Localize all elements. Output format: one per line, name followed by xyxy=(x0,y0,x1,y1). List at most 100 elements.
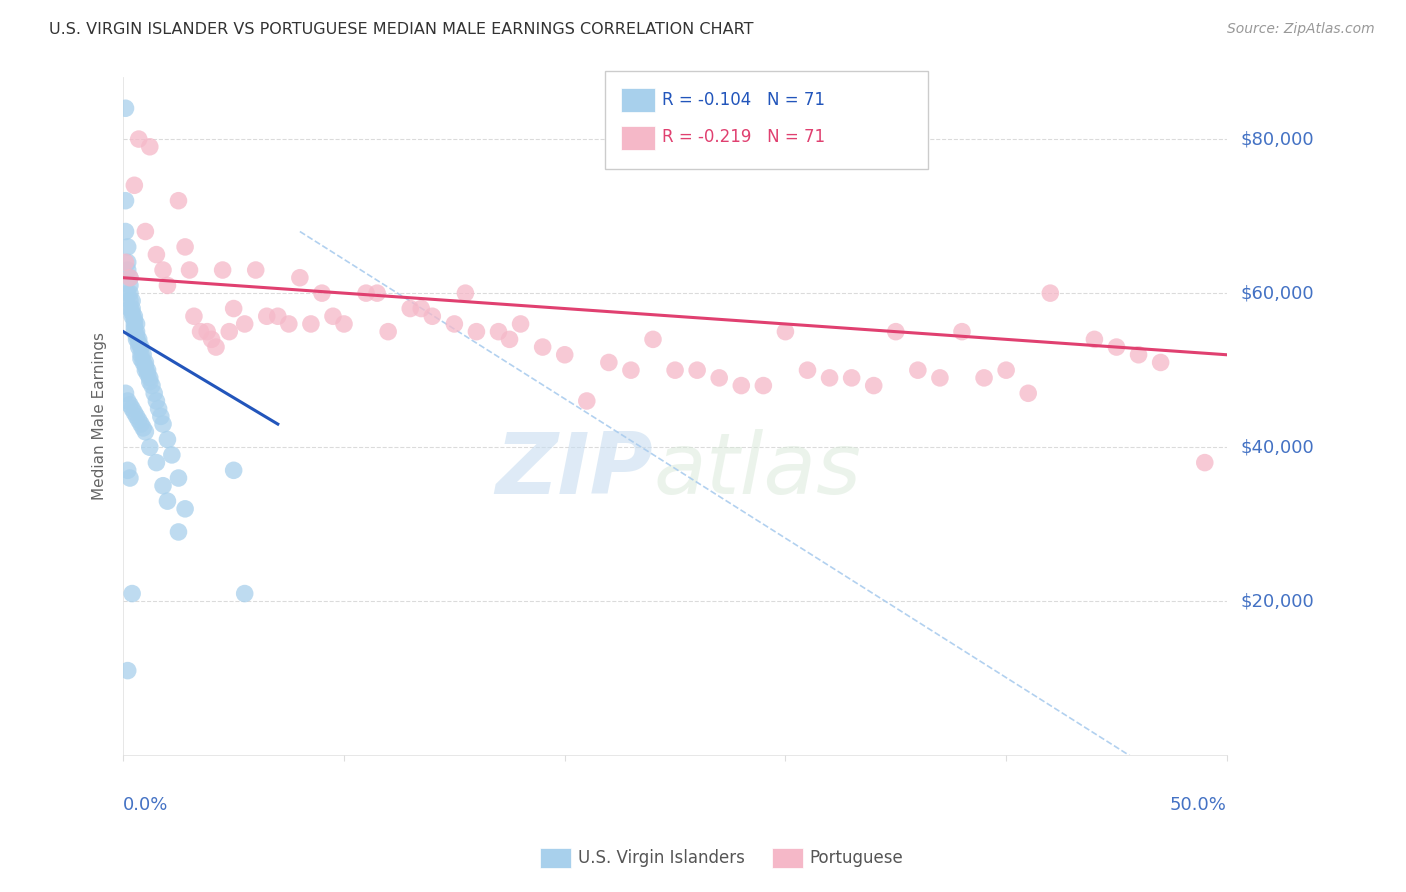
Point xyxy=(664,363,686,377)
Point xyxy=(118,278,141,293)
Text: $20,000: $20,000 xyxy=(1240,592,1313,610)
Point xyxy=(114,225,136,239)
Point xyxy=(118,301,141,316)
Point xyxy=(554,348,576,362)
Point xyxy=(1128,348,1150,362)
Point xyxy=(775,325,797,339)
Point xyxy=(488,325,510,339)
Point xyxy=(598,355,620,369)
Point xyxy=(620,363,643,377)
Point xyxy=(121,305,143,319)
Point xyxy=(288,270,311,285)
Point xyxy=(183,310,205,324)
Point xyxy=(174,240,197,254)
Point xyxy=(973,371,995,385)
Point xyxy=(139,440,162,454)
Text: 0.0%: 0.0% xyxy=(124,796,169,814)
Point xyxy=(141,378,163,392)
Point xyxy=(128,132,150,146)
Point xyxy=(454,286,477,301)
Point xyxy=(129,340,152,354)
Point xyxy=(125,409,148,424)
Point xyxy=(129,417,152,431)
Point xyxy=(411,301,433,316)
Point xyxy=(1194,456,1216,470)
Point xyxy=(420,310,443,324)
Point xyxy=(752,378,775,392)
Point xyxy=(117,394,139,409)
Point xyxy=(124,317,146,331)
Point xyxy=(118,293,141,308)
Point xyxy=(128,332,150,346)
Point xyxy=(125,317,148,331)
Point xyxy=(145,456,167,470)
Point xyxy=(531,340,554,354)
Point xyxy=(167,194,190,208)
Point xyxy=(121,310,143,324)
Point xyxy=(167,471,190,485)
Point xyxy=(114,101,136,115)
Text: ZIP: ZIP xyxy=(495,429,652,512)
Point xyxy=(117,263,139,277)
Point xyxy=(124,178,146,193)
Point xyxy=(156,278,179,293)
Point xyxy=(132,421,155,435)
Point xyxy=(124,325,146,339)
Text: $60,000: $60,000 xyxy=(1240,285,1313,302)
Point xyxy=(299,317,322,331)
Point xyxy=(118,270,141,285)
Point xyxy=(152,417,174,431)
Point xyxy=(134,363,156,377)
Point xyxy=(884,325,907,339)
Point xyxy=(139,371,162,385)
Point xyxy=(132,355,155,369)
Point xyxy=(841,371,863,385)
Point xyxy=(245,263,267,277)
Point xyxy=(117,286,139,301)
Point xyxy=(136,363,159,377)
Text: $40,000: $40,000 xyxy=(1240,438,1313,456)
Point xyxy=(222,301,245,316)
Point xyxy=(233,317,256,331)
Point xyxy=(124,313,146,327)
Point xyxy=(117,664,139,678)
Point xyxy=(1105,340,1128,354)
Point xyxy=(333,317,356,331)
Point xyxy=(117,463,139,477)
Point xyxy=(256,310,278,324)
Point xyxy=(118,471,141,485)
Point xyxy=(152,263,174,277)
Point xyxy=(117,240,139,254)
Point xyxy=(114,386,136,401)
Y-axis label: Median Male Earnings: Median Male Earnings xyxy=(93,333,107,500)
Point xyxy=(134,425,156,439)
Point xyxy=(709,371,731,385)
Point xyxy=(354,286,377,301)
Point xyxy=(121,586,143,600)
Point xyxy=(156,494,179,508)
Point xyxy=(118,270,141,285)
Point xyxy=(1039,286,1062,301)
Point xyxy=(132,348,155,362)
Point xyxy=(160,448,183,462)
Point xyxy=(443,317,465,331)
Point xyxy=(907,363,929,377)
Point xyxy=(148,401,170,416)
Text: Source: ZipAtlas.com: Source: ZipAtlas.com xyxy=(1227,22,1375,37)
Point xyxy=(121,401,143,416)
Point xyxy=(121,293,143,308)
Text: $80,000: $80,000 xyxy=(1240,130,1313,148)
Point xyxy=(121,301,143,316)
Point xyxy=(377,325,399,339)
Point xyxy=(686,363,709,377)
Point xyxy=(139,140,162,154)
Point xyxy=(129,348,152,362)
Point xyxy=(114,255,136,269)
Point xyxy=(498,332,520,346)
Point xyxy=(156,433,179,447)
Point xyxy=(641,332,664,346)
Point xyxy=(195,325,218,339)
Point xyxy=(128,336,150,351)
Point xyxy=(311,286,333,301)
Point xyxy=(125,332,148,346)
